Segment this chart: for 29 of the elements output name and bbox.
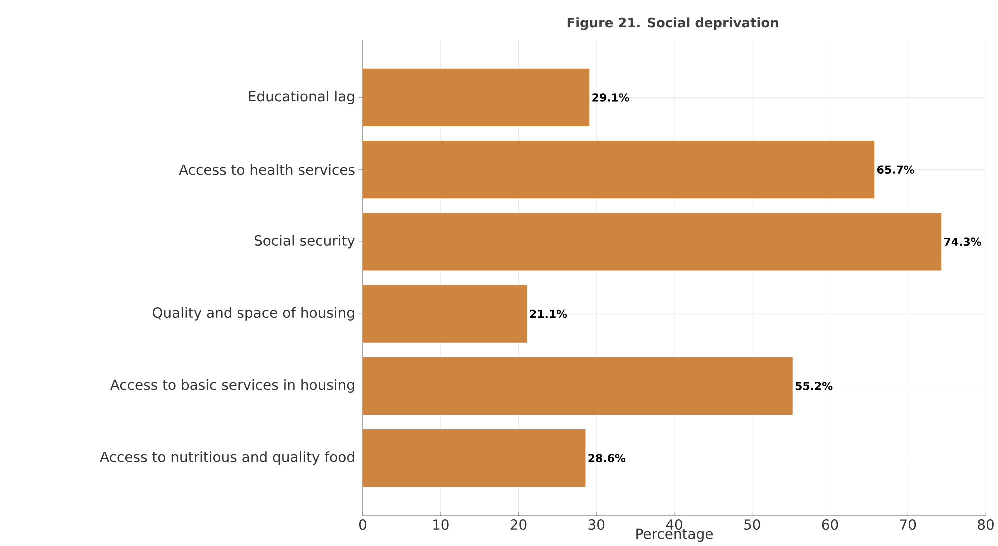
data-label: 74.3% — [944, 238, 982, 246]
data-label: 29.1% — [592, 94, 630, 102]
x-tick-label: 10 — [434, 520, 449, 530]
x-tick-label: 60 — [822, 520, 838, 530]
y-tick-label: Social security — [254, 235, 356, 249]
y-tick-label: Access to basic services in housing — [110, 379, 354, 393]
bar — [363, 357, 793, 416]
x-tick-label: 20 — [510, 520, 527, 530]
x-tick-label: 40 — [666, 520, 682, 530]
data-label: 21.1% — [530, 310, 568, 318]
data-label: 55.2% — [796, 382, 833, 390]
x-tick-label: 80 — [978, 520, 994, 530]
x-tick-label: 30 — [588, 520, 605, 530]
bar — [363, 68, 590, 127]
bar — [363, 213, 942, 271]
data-label: 65.7% — [878, 166, 915, 174]
chart-title: Figure 21. Social deprivation — [568, 18, 778, 30]
data-label: 28.6% — [588, 454, 626, 462]
x-tick-label: 0 — [359, 520, 367, 530]
x-axis-title: Percentage — [636, 528, 714, 542]
y-tick-label: Quality and space of housing — [153, 307, 354, 321]
bar — [363, 140, 875, 199]
x-tick-label: 50 — [744, 520, 760, 530]
x-tick-label: 70 — [900, 520, 916, 530]
bar — [363, 429, 586, 488]
y-tick-label: Access to nutritious and quality food — [100, 452, 354, 466]
y-tick-label: Educational lag — [249, 90, 354, 104]
y-tick-label: Access to health services — [179, 164, 355, 176]
bar — [363, 285, 528, 343]
